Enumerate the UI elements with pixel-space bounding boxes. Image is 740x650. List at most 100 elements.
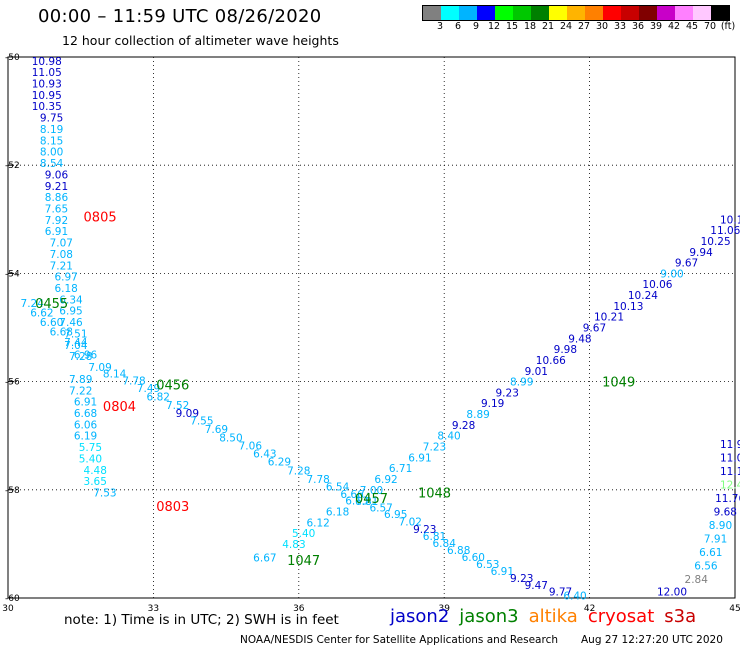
wave-height-value: 7.08	[50, 249, 73, 261]
legend-swatch	[495, 6, 513, 20]
wave-height-value: 7.51	[64, 328, 87, 340]
wave-height-value: 2.84	[685, 574, 709, 586]
legend-label: 33	[613, 21, 627, 32]
y-tick-label: -58	[5, 486, 20, 496]
legend-label: 3	[436, 21, 444, 32]
legend-swatch	[567, 6, 585, 20]
wave-height-value: 9.21	[45, 181, 68, 193]
wave-height-value: 6.53	[476, 559, 499, 571]
wave-height-value: 7.22	[69, 385, 92, 397]
satellite-legend: jason2 jason3 altika cryosat s3a	[390, 606, 706, 627]
wave-height-value: 7.65	[45, 203, 68, 215]
wave-height-value: 5.40	[79, 453, 102, 465]
pass-time-label: 0455	[35, 297, 68, 312]
credit-text: NOAA/NESDIS Center for Satellite Applica…	[240, 634, 558, 646]
legend-swatch	[477, 6, 495, 20]
wave-height-value: 6.97	[54, 272, 77, 284]
legend-label: 42	[667, 21, 681, 32]
legend-swatch	[513, 6, 531, 20]
x-tick-label: 30	[2, 604, 14, 614]
map-grid	[7, 56, 736, 599]
wave-height-values: 10.9811.0510.9310.9510.359.758.198.158.0…	[21, 56, 740, 603]
wave-height-value: 10.06	[642, 279, 672, 291]
wave-height-value: 6.82	[147, 392, 170, 404]
pass-time-label: 0804	[103, 400, 136, 415]
pass-time-label: 0803	[156, 500, 189, 515]
wave-height-value: 6.56	[694, 561, 718, 573]
wave-height-value: 7.52	[166, 400, 189, 412]
wave-height-value: 7.23	[423, 442, 446, 454]
wave-height-value: 9.75	[40, 113, 63, 125]
wave-height-value: 6.95	[59, 306, 82, 318]
wave-height-value: 8.90	[709, 520, 732, 532]
x-tick-label: 33	[148, 604, 159, 614]
wave-height-value: 6.54	[326, 482, 350, 494]
wave-height-value: 6.18	[54, 283, 77, 295]
wave-height-value: 6.91	[408, 452, 431, 464]
wave-height-value: 7.21	[50, 260, 73, 272]
wave-height-value: 6.92	[374, 474, 397, 486]
wave-height-value: 6.68	[50, 326, 73, 338]
legend-label: 12	[487, 21, 501, 32]
wave-height-value: 4.83	[282, 539, 305, 551]
wave-height-value: 6.68	[74, 408, 97, 420]
wave-height-value: 8.40	[437, 431, 460, 443]
footnote: note: 1) Time is in UTC; 2) SWH is in fe…	[64, 612, 339, 628]
wave-height-value: 7.92	[45, 215, 68, 227]
y-tick-label: -60	[5, 594, 20, 604]
pass-time-labels: 0805 0455 0456 0804 0803 0457 1048 1047 1049	[35, 211, 635, 570]
wave-height-value: 10.35	[32, 101, 62, 113]
wave-height-value: 10.95	[32, 90, 62, 102]
legend-swatch	[675, 6, 693, 20]
legend-label: 45	[685, 21, 699, 32]
wave-height-value: 6.57	[369, 503, 392, 515]
legend-label: 6	[454, 21, 462, 32]
wave-height-value: 6.88	[447, 545, 470, 557]
wave-height-value: 7.44	[64, 337, 88, 349]
wave-height-value: 8.86	[45, 192, 69, 204]
legend-swatch	[693, 6, 711, 20]
legend-label: 24	[559, 21, 573, 32]
wave-height-value: 11.92	[720, 439, 740, 451]
wave-height-value: 9.47	[525, 580, 548, 592]
legend-label: 27	[577, 21, 591, 32]
wave-height-value: 9.77	[549, 587, 572, 599]
wave-height-value: 6.60	[40, 317, 63, 329]
wave-height-value: 7.53	[93, 488, 116, 500]
wave-height-value: 6.13	[345, 496, 368, 508]
wave-height-value: 6.19	[74, 431, 97, 443]
wave-height-value: 7.09	[88, 362, 111, 374]
wave-height-value: 6.43	[253, 449, 276, 461]
wave-height-value: 6.67	[253, 552, 276, 564]
wave-height-value: 7.28	[69, 351, 92, 363]
satellite-s3a: s3a	[664, 606, 697, 627]
wave-height-value: 8.99	[510, 377, 533, 389]
map-frame	[7, 56, 736, 599]
wave-height-value: 9.23	[413, 524, 436, 536]
satellite-jason3: jason3	[459, 606, 519, 627]
wave-height-value: 7.24	[21, 298, 45, 310]
wave-height-value: 6.06	[74, 419, 98, 431]
wave-height-value: 6.12	[306, 517, 329, 529]
wave-height-value: 9.19	[481, 398, 504, 410]
x-tick-label: 36	[293, 604, 305, 614]
wave-height-value: 6.66	[340, 489, 364, 501]
y-tick-label: -56	[5, 378, 20, 388]
wave-height-value: 6.62	[30, 307, 53, 319]
wave-height-value: 6.84	[433, 538, 457, 550]
satellite-cryosat: cryosat	[587, 606, 655, 627]
wave-height-value: 6.96	[74, 350, 98, 362]
pass-time-label: 0457	[355, 492, 388, 507]
wave-height-value: 6.18	[326, 506, 349, 518]
legend-label: 9	[472, 21, 480, 32]
wave-height-value: 10.98	[32, 56, 62, 68]
pass-time-label: 0456	[156, 378, 189, 393]
wave-height-value: 7.69	[205, 424, 228, 436]
wave-height-value: 7.55	[190, 416, 213, 428]
legend-swatch	[441, 6, 459, 20]
wave-height-value: 6.34	[59, 294, 83, 306]
wave-height-value: 3.65	[84, 476, 107, 488]
wave-height-value: 8.50	[219, 432, 242, 444]
wave-height-value: 6.81	[423, 531, 446, 543]
